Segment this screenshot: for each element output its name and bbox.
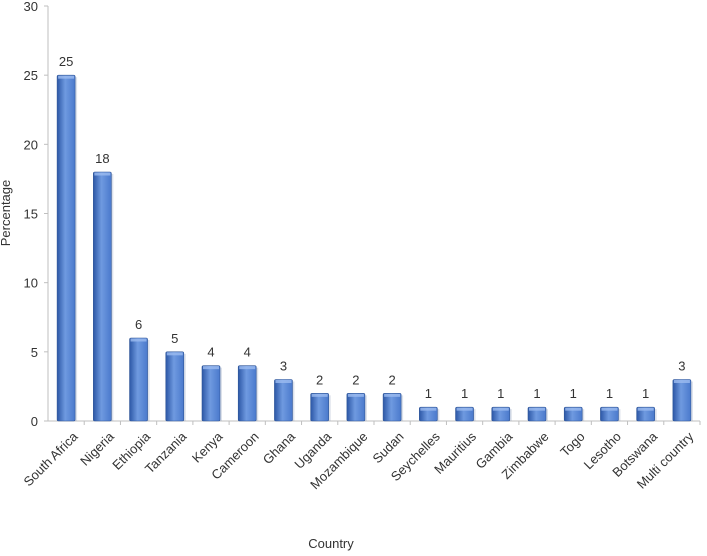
bar-top-highlight <box>94 172 111 176</box>
data-label: 5 <box>171 331 178 346</box>
y-tick-label: 20 <box>24 137 38 152</box>
bar-top-highlight <box>166 352 183 356</box>
bar-top-highlight <box>673 380 690 383</box>
x-tick-label: Togo <box>557 429 588 460</box>
bar-top-highlight <box>492 407 509 411</box>
data-label: 6 <box>135 317 142 332</box>
bar-top-highlight <box>565 407 582 411</box>
bar <box>274 379 293 422</box>
bar-top-highlight <box>239 366 256 370</box>
bar <box>129 337 148 422</box>
bar <box>93 171 112 422</box>
bar <box>346 393 366 422</box>
bar <box>310 393 329 422</box>
data-label: 18 <box>95 151 109 166</box>
bar <box>56 74 76 422</box>
bar-top-highlight <box>58 75 75 79</box>
y-tick-label: 30 <box>24 0 38 14</box>
bar-top-highlight <box>347 393 364 397</box>
data-label: 2 <box>388 372 395 387</box>
bar-top-highlight <box>601 407 618 411</box>
bar-top-highlight <box>420 407 437 411</box>
data-label: 1 <box>461 386 468 401</box>
x-tick-label: South Africa <box>20 428 81 489</box>
bar-top-highlight <box>311 393 328 397</box>
y-tick-label: 5 <box>31 345 38 360</box>
y-tick-label: 10 <box>24 276 38 291</box>
y-tick-label: 25 <box>24 68 38 83</box>
x-axis-title: Country <box>308 536 354 551</box>
data-label: 4 <box>207 345 214 360</box>
data-label: 1 <box>570 386 577 401</box>
data-label: 1 <box>606 386 613 401</box>
data-label: 3 <box>678 359 685 374</box>
bar-top-highlight <box>275 380 292 383</box>
data-label: 2 <box>316 372 323 387</box>
bar <box>201 365 221 422</box>
data-label: 1 <box>533 386 540 401</box>
bar-top-highlight <box>529 407 545 411</box>
data-label: 1 <box>425 386 432 401</box>
bar <box>382 393 402 422</box>
y-axis-title: Percentage <box>0 180 13 247</box>
bar-top-highlight <box>456 407 473 411</box>
data-label: 1 <box>642 386 649 401</box>
data-label: 1 <box>497 386 504 401</box>
bar <box>237 365 257 422</box>
bar-top-highlight <box>130 338 147 342</box>
bar-top-highlight <box>637 407 654 411</box>
data-label: 2 <box>352 372 359 387</box>
bar <box>672 379 692 422</box>
data-label: 3 <box>280 359 287 374</box>
bar-top-highlight <box>384 393 401 397</box>
y-tick-label: 15 <box>24 207 38 222</box>
data-label: 25 <box>59 54 73 69</box>
data-label: 4 <box>244 345 251 360</box>
bar <box>165 351 185 422</box>
y-tick-label: 0 <box>31 414 38 429</box>
bar-top-highlight <box>203 366 219 370</box>
